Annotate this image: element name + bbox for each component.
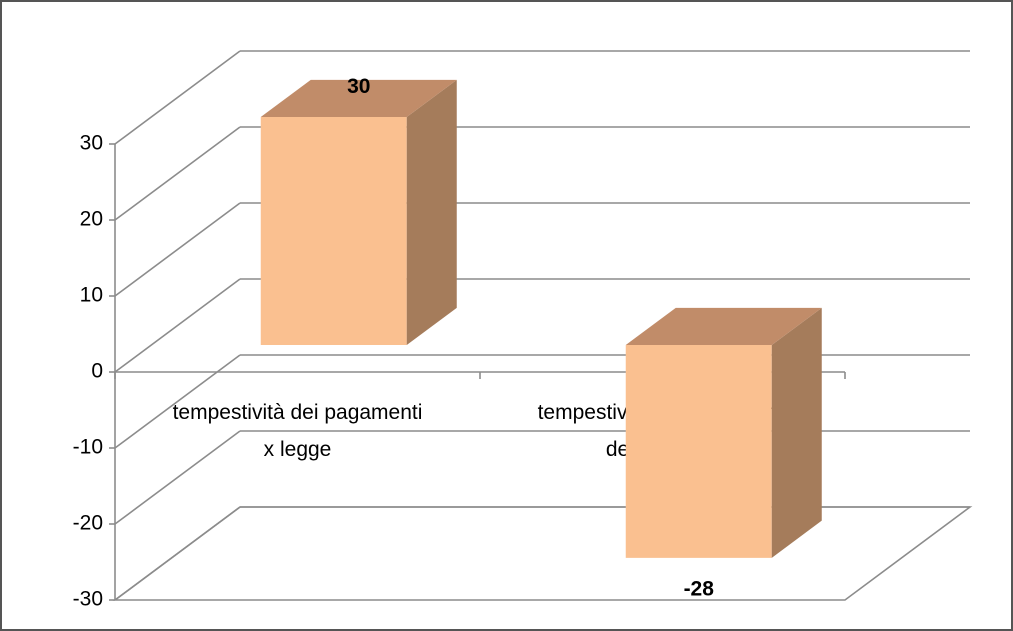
y-tick-label: -20 — [73, 512, 103, 535]
side-grid-line — [114, 430, 241, 525]
x-tick-label: tempestività dei pagamenti x legge — [173, 401, 423, 461]
floor — [112, 506, 973, 601]
bar-side — [406, 79, 457, 346]
y-tick-label: 0 — [91, 360, 103, 383]
side-grid-line — [114, 202, 241, 297]
y-tick-label: -10 — [73, 436, 103, 459]
side-grid-line — [114, 126, 241, 221]
side-grid-line — [114, 354, 241, 449]
y-tick-label: -30 — [73, 588, 103, 611]
bar-front — [625, 345, 772, 558]
value-label: 30 — [347, 75, 370, 98]
bar-front — [260, 117, 407, 346]
side-grid-line — [114, 278, 241, 373]
y-tick-label: 10 — [80, 284, 103, 307]
bar-side — [771, 307, 822, 558]
bar-top — [260, 79, 457, 118]
y-tick-label: 30 — [80, 132, 103, 155]
value-label: -28 — [684, 577, 715, 600]
bar-top — [625, 307, 822, 346]
y-tick-label: 20 — [80, 208, 103, 231]
side-grid-line — [114, 50, 241, 145]
